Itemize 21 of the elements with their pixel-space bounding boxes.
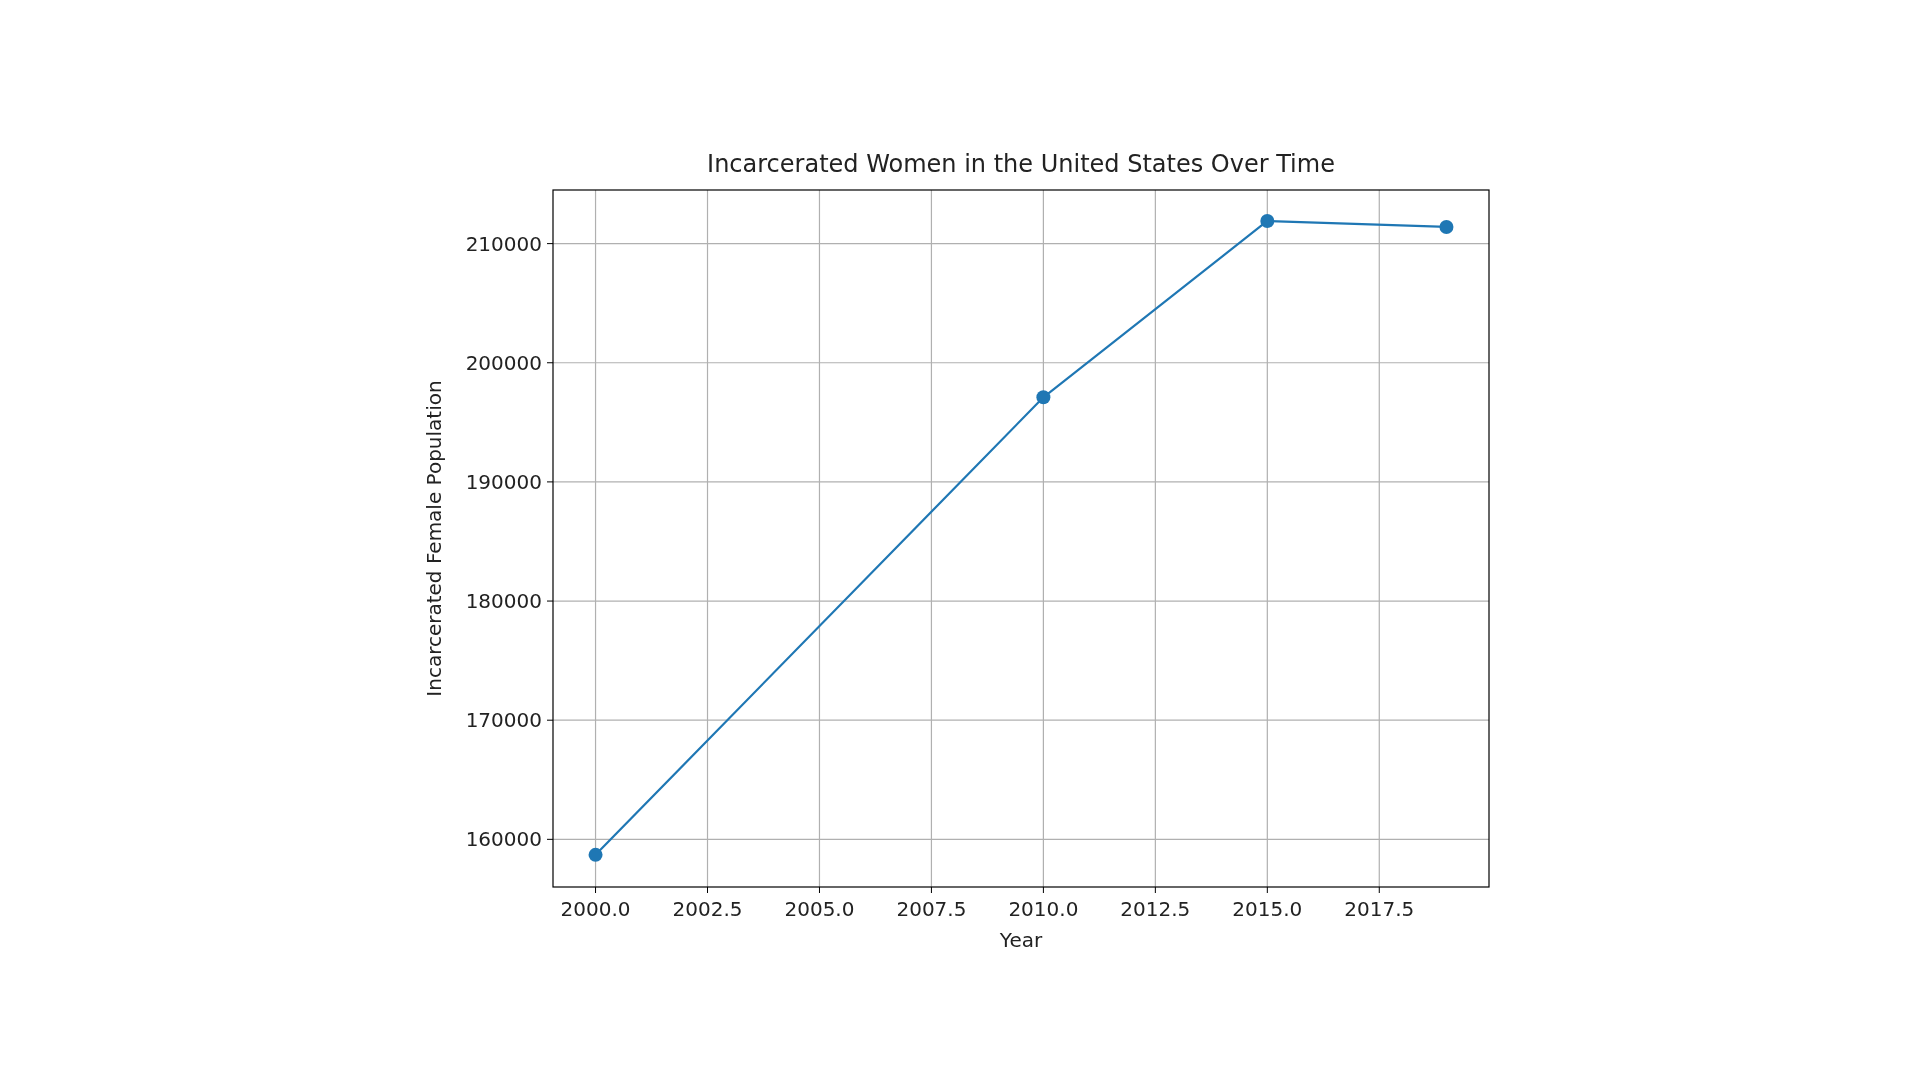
chart-title: Incarcerated Women in the United States Over Time (707, 150, 1335, 178)
x-tick-label: 2017.5 (1344, 897, 1415, 921)
y-tick-label: 160000 (465, 827, 542, 852)
y-tick-label: 190000 (465, 469, 542, 494)
x-tick-label: 2005.0 (784, 897, 855, 921)
x-tick-label: 2010.0 (1008, 897, 1079, 921)
x-tick-label: 2000.0 (560, 897, 631, 921)
x-tick-label: 2012.5 (1120, 897, 1191, 921)
y-tick-label: 170000 (465, 708, 542, 733)
y-tick-label: 180000 (465, 589, 542, 614)
point (1439, 219, 1454, 234)
x-axis-title: Year (998, 928, 1043, 952)
y-axis-title: Incarcerated Female Population (422, 380, 446, 697)
point (588, 847, 603, 862)
y-tick-label: 200000 (465, 350, 542, 375)
y-tick-label: 210000 (465, 231, 542, 256)
x-tick-label: 2007.5 (896, 897, 967, 921)
point (1036, 390, 1051, 405)
x-tick-label: 2002.5 (672, 897, 743, 921)
point (1260, 213, 1275, 228)
x-tick-label: 2015.0 (1232, 897, 1303, 921)
